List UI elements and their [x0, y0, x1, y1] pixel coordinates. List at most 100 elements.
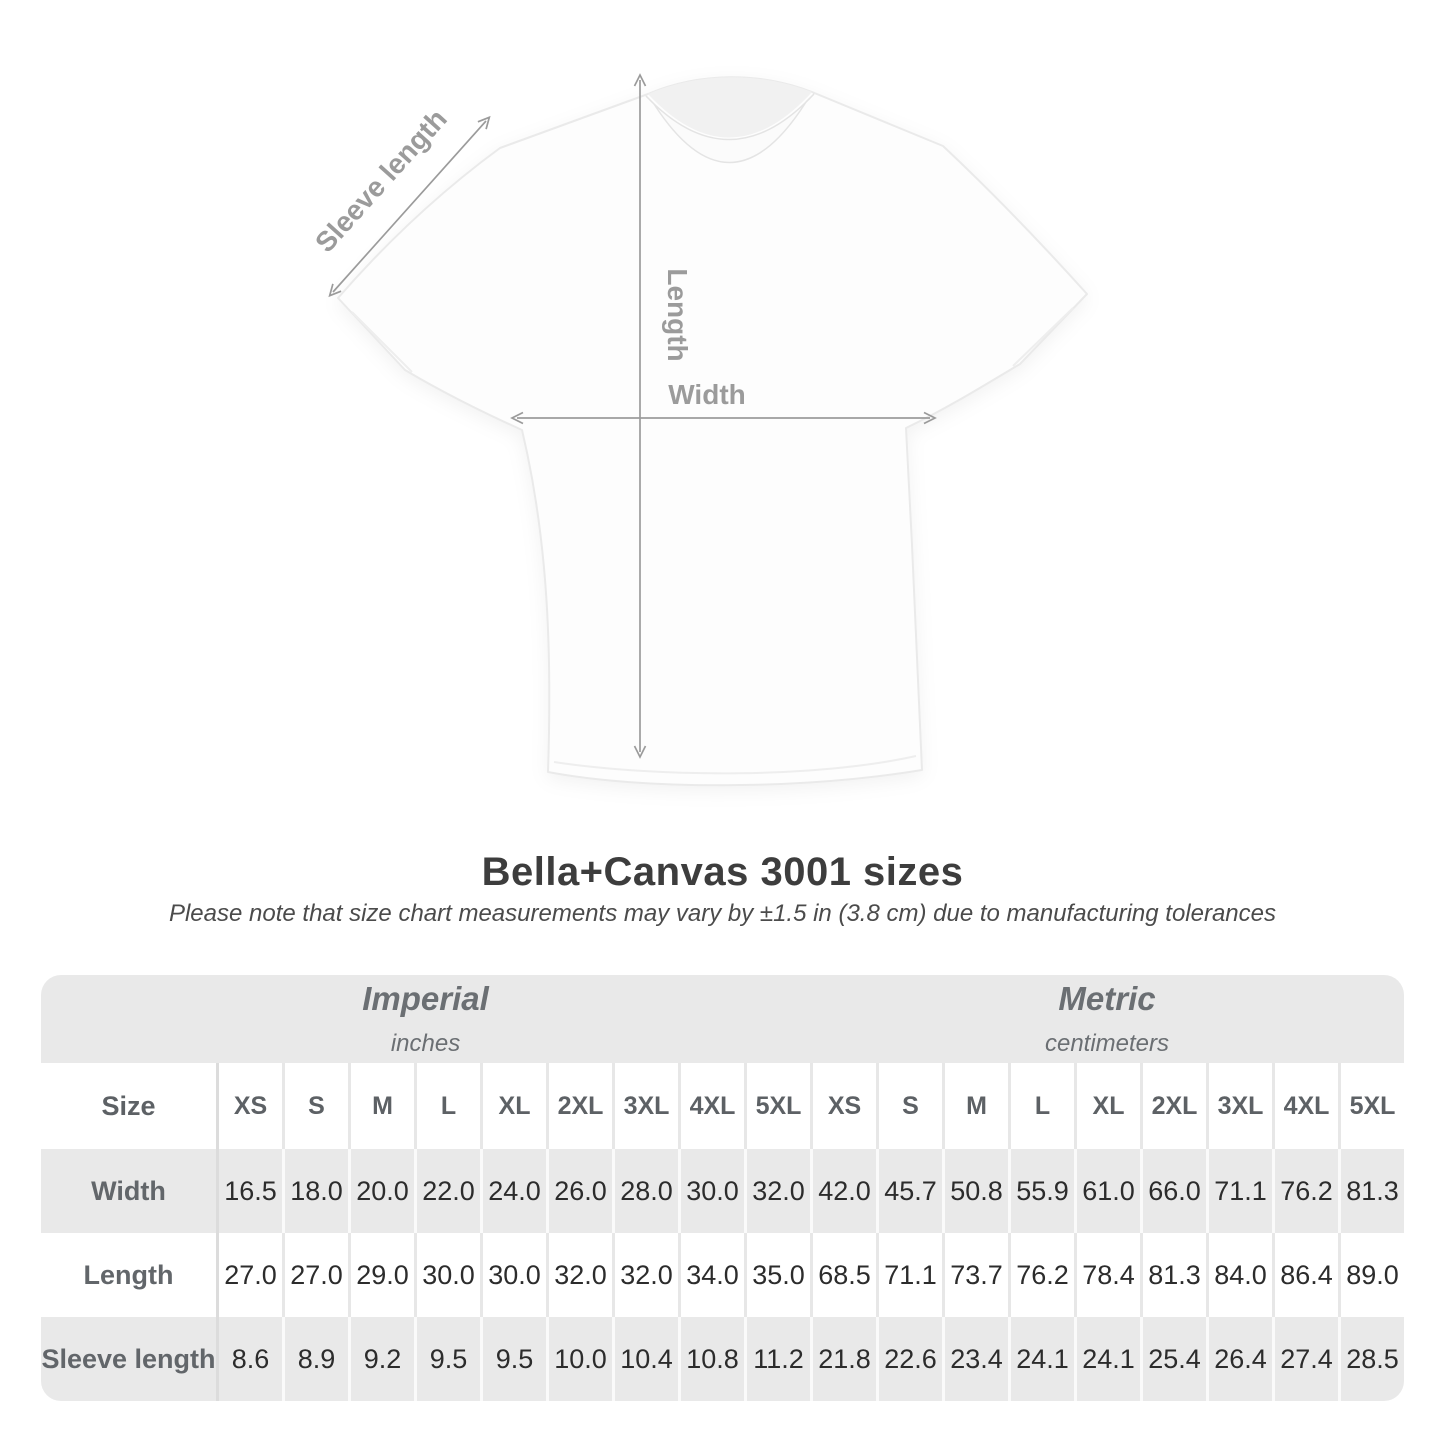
length-label: Length: [662, 268, 693, 361]
col-header-imperial-5xl: 5XL: [744, 1063, 810, 1149]
value-cell: 68.5: [810, 1233, 876, 1317]
table-row-sleeve-length: Sleeve length 8.6 8.9 9.2 9.5 9.5 10.0 1…: [41, 1317, 1404, 1401]
row-label-sleeve-length: Sleeve length: [41, 1317, 216, 1401]
value-cell: 28.5: [1338, 1317, 1404, 1401]
col-header-metric-2xl: 2XL: [1140, 1063, 1206, 1149]
value-cell: 25.4: [1140, 1317, 1206, 1401]
hem-stitch: [553, 755, 917, 775]
value-cell: 28.0: [612, 1149, 678, 1233]
tshirt-graphic: [337, 76, 1088, 787]
col-header-imperial-s: S: [282, 1063, 348, 1149]
page-subtitle: Please note that size chart measurements…: [168, 900, 1277, 927]
col-header-metric-l: L: [1008, 1063, 1074, 1149]
value-cell: 45.7: [876, 1149, 942, 1233]
unit-group-header-row: Imperial inches Metric centimeters: [41, 975, 1404, 1063]
row-label-width: Width: [41, 1149, 216, 1233]
value-cell: 76.2: [1008, 1233, 1074, 1317]
value-cell: 9.2: [348, 1317, 414, 1401]
col-header-imperial-2xl: 2XL: [546, 1063, 612, 1149]
value-cell: 26.0: [546, 1149, 612, 1233]
value-cell: 21.8: [810, 1317, 876, 1401]
value-cell: 32.0: [744, 1149, 810, 1233]
imperial-label: Imperial: [362, 980, 489, 1017]
value-cell: 27.0: [216, 1233, 282, 1317]
value-cell: 24.1: [1074, 1317, 1140, 1401]
col-header-imperial-l: L: [414, 1063, 480, 1149]
value-cell: 50.8: [942, 1149, 1008, 1233]
col-header-imperial-xl: XL: [480, 1063, 546, 1149]
col-header-metric-s: S: [876, 1063, 942, 1149]
col-header-metric-3xl: 3XL: [1206, 1063, 1272, 1149]
value-cell: 81.3: [1338, 1149, 1404, 1233]
table-row-length: Length 27.0 27.0 29.0 30.0 30.0 32.0 32.…: [41, 1233, 1404, 1317]
value-cell: 8.6: [216, 1317, 282, 1401]
sleeve-length-arrow: [328, 115, 491, 298]
value-cell: 29.0: [348, 1233, 414, 1317]
group-header-imperial: Imperial inches: [41, 975, 810, 1063]
value-cell: 27.4: [1272, 1317, 1338, 1401]
value-cell: 55.9: [1008, 1149, 1074, 1233]
collar-inside: [648, 77, 812, 138]
value-cell: 84.0: [1206, 1233, 1272, 1317]
value-cell: 27.0: [282, 1233, 348, 1317]
value-cell: 71.1: [1206, 1149, 1272, 1233]
imperial-unit-label: inches: [390, 1030, 461, 1057]
value-cell: 30.0: [480, 1233, 546, 1317]
value-cell: 20.0: [348, 1149, 414, 1233]
tshirt-body: [337, 76, 1088, 787]
collar-ribbing: [645, 93, 815, 164]
right-cuff-stitch: [1012, 307, 1074, 367]
col-header-metric-xs: XS: [810, 1063, 876, 1149]
value-cell: 73.7: [942, 1233, 1008, 1317]
col-header-imperial-3xl: 3XL: [612, 1063, 678, 1149]
value-cell: 23.4: [942, 1317, 1008, 1401]
value-cell: 22.6: [876, 1317, 942, 1401]
value-cell: 76.2: [1272, 1149, 1338, 1233]
value-cell: 11.2: [744, 1317, 810, 1401]
col-header-imperial-m: M: [348, 1063, 414, 1149]
value-cell: 32.0: [546, 1233, 612, 1317]
value-cell: 24.1: [1008, 1317, 1074, 1401]
value-cell: 89.0: [1338, 1233, 1404, 1317]
value-cell: 16.5: [216, 1149, 282, 1233]
col-header-imperial-xs: XS: [216, 1063, 282, 1149]
metric-unit-label: centimeters: [1044, 1030, 1170, 1057]
value-cell: 24.0: [480, 1149, 546, 1233]
col-header-metric-4xl: 4XL: [1272, 1063, 1338, 1149]
value-cell: 35.0: [744, 1233, 810, 1317]
col-header-metric-m: M: [942, 1063, 1008, 1149]
value-cell: 66.0: [1140, 1149, 1206, 1233]
value-cell: 86.4: [1272, 1233, 1338, 1317]
size-table: Imperial inches Metric centimeters Size …: [41, 975, 1404, 1401]
value-cell: 10.4: [612, 1317, 678, 1401]
size-header-row: Size XS S M L XL 2XL 3XL 4XL 5XL XS S M …: [41, 1063, 1404, 1149]
table-row-width: Width 16.5 18.0 20.0 22.0 24.0 26.0 28.0…: [41, 1149, 1404, 1233]
tshirt-diagram: Sleeve length Length Width: [309, 73, 1088, 787]
group-header-metric: Metric centimeters: [810, 975, 1404, 1063]
page-title: Bella+Canvas 3001 sizes: [481, 850, 964, 894]
col-header-metric-5xl: 5XL: [1338, 1063, 1404, 1149]
left-cuff-stitch: [351, 311, 413, 373]
value-cell: 22.0: [414, 1149, 480, 1233]
value-cell: 71.1: [876, 1233, 942, 1317]
value-cell: 9.5: [414, 1317, 480, 1401]
value-cell: 81.3: [1140, 1233, 1206, 1317]
value-cell: 30.0: [414, 1233, 480, 1317]
value-cell: 78.4: [1074, 1233, 1140, 1317]
value-cell: 32.0: [612, 1233, 678, 1317]
width-label: Width: [668, 379, 746, 410]
value-cell: 42.0: [810, 1149, 876, 1233]
row-label-length: Length: [41, 1233, 216, 1317]
value-cell: 18.0: [282, 1149, 348, 1233]
value-cell: 8.9: [282, 1317, 348, 1401]
value-cell: 26.4: [1206, 1317, 1272, 1401]
value-cell: 61.0: [1074, 1149, 1140, 1233]
col-header-imperial-4xl: 4XL: [678, 1063, 744, 1149]
value-cell: 10.8: [678, 1317, 744, 1401]
col-header-metric-xl: XL: [1074, 1063, 1140, 1149]
value-cell: 10.0: [546, 1317, 612, 1401]
value-cell: 30.0: [678, 1149, 744, 1233]
value-cell: 9.5: [480, 1317, 546, 1401]
value-cell: 34.0: [678, 1233, 744, 1317]
